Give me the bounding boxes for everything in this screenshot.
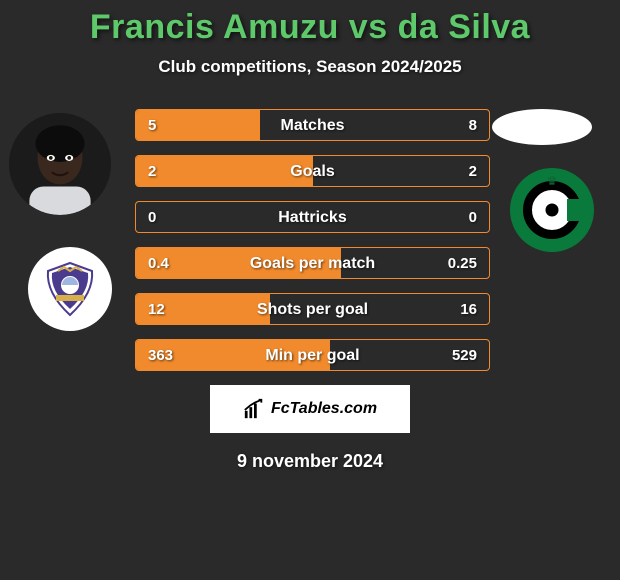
- stat-row: 12Shots per goal16: [135, 293, 490, 325]
- club-left-badge: [28, 247, 112, 331]
- comparison-body: ♛ 5Matches8 2Goals2 0Hattricks0 0.4Goals pe…: [0, 109, 620, 371]
- brand-text: FcTables.com: [271, 400, 377, 418]
- player-right-photo-blank: [492, 109, 592, 145]
- comparison-title: Francis Amuzu vs da Silva: [0, 0, 620, 47]
- player-left-photo: [9, 113, 111, 215]
- stat-label: Min per goal: [136, 340, 489, 371]
- crown-icon: ♛: [547, 175, 558, 187]
- stat-right-value: 2: [469, 156, 477, 187]
- stat-rows: 5Matches8 2Goals2 0Hattricks0 0.4Goals per …: [135, 109, 490, 371]
- stat-right-value: 0: [469, 202, 477, 233]
- club-right-badge: ♛: [510, 168, 594, 252]
- stat-label: Goals per match: [136, 248, 489, 279]
- stat-row: 363Min per goal529: [135, 339, 490, 371]
- stat-row: 5Matches8: [135, 109, 490, 141]
- stat-row: 0Hattricks0: [135, 201, 490, 233]
- date-text: 9 november 2024: [0, 451, 620, 472]
- stat-right-value: 529: [452, 340, 477, 371]
- stat-right-value: 16: [460, 294, 477, 325]
- stat-row: 0.4Goals per match0.25: [135, 247, 490, 279]
- stat-label: Goals: [136, 156, 489, 187]
- stat-row: 2Goals2: [135, 155, 490, 187]
- stat-right-value: 8: [469, 110, 477, 141]
- comparison-subtitle: Club competitions, Season 2024/2025: [0, 57, 620, 77]
- stat-label: Hattricks: [136, 202, 489, 233]
- brand-badge: FcTables.com: [210, 385, 410, 433]
- stat-right-value: 0.25: [448, 248, 477, 279]
- stat-label: Matches: [136, 110, 489, 141]
- stat-label: Shots per goal: [136, 294, 489, 325]
- brand-logo-icon: [243, 398, 265, 420]
- club-right-ring-gap: [567, 199, 585, 221]
